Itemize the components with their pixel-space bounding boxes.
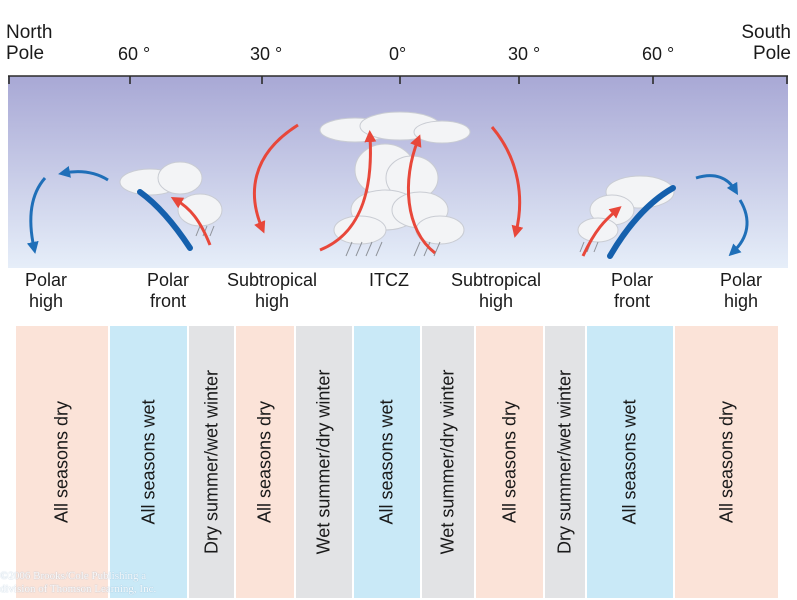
- belt-label-polar-front-south: Polar front: [610, 270, 654, 311]
- arrow-icon: [170, 197, 212, 246]
- precip-zone: Wet summer/dry winter: [422, 326, 474, 598]
- latitude-ticks: [8, 76, 788, 84]
- polar-wind-arrows: [26, 165, 749, 257]
- precip-zone: All seasons dry: [236, 326, 294, 598]
- precip-zone: All seasons dry: [476, 326, 543, 598]
- belt-label-polar-high-north: Polar high: [24, 270, 68, 311]
- latitude-label: 30 °: [250, 44, 283, 64]
- north-pole-label: North Pole: [6, 22, 53, 64]
- precip-zone: All seasons wet: [587, 326, 673, 598]
- precip-zone: All seasons dry: [675, 326, 778, 598]
- precip-zone: All seasons wet: [110, 326, 187, 598]
- latitude-label: 60 °: [118, 44, 151, 64]
- arrow-icon: [695, 174, 739, 196]
- latitude-label: 0°: [389, 44, 407, 64]
- arrow-icon: [406, 134, 436, 255]
- belt-label-itcz: ITCZ: [369, 270, 409, 290]
- arrow-icon: [490, 126, 524, 238]
- atmosphere-cross-section: [8, 75, 788, 268]
- precip-zone: All seasons wet: [354, 326, 420, 598]
- precip-zone: Dry summer/wet winter: [545, 326, 585, 598]
- latitude-label: 60 °: [642, 44, 675, 64]
- belt-label-subtropical-high-north: Subtropical high: [226, 270, 318, 311]
- precip-zone: All seasons dry: [16, 326, 108, 598]
- belt-label-polar-high-south: Polar high: [719, 270, 763, 311]
- arrow-icon: [728, 199, 749, 257]
- precip-zone: Wet summer/dry winter: [296, 326, 352, 598]
- belt-label-polar-front-north: Polar front: [146, 270, 190, 311]
- arrow-icon: [581, 206, 622, 257]
- belt-label-subtropical-high-south: Subtropical high: [450, 270, 542, 311]
- copyright-watermark: ©2006 Brooks/Cole Publishing a division …: [0, 570, 157, 595]
- arrow-icon: [252, 123, 299, 234]
- arrow-icon: [58, 165, 109, 182]
- polar-front-cloud-icon: [119, 161, 223, 251]
- south-pole-label: South Pole: [741, 22, 791, 64]
- convection-arrows: [170, 123, 622, 257]
- arrow-icon: [26, 177, 47, 254]
- precip-zone: Dry summer/wet winter: [189, 326, 234, 598]
- latitude-label: 30 °: [508, 44, 541, 64]
- arrow-icon: [319, 130, 377, 252]
